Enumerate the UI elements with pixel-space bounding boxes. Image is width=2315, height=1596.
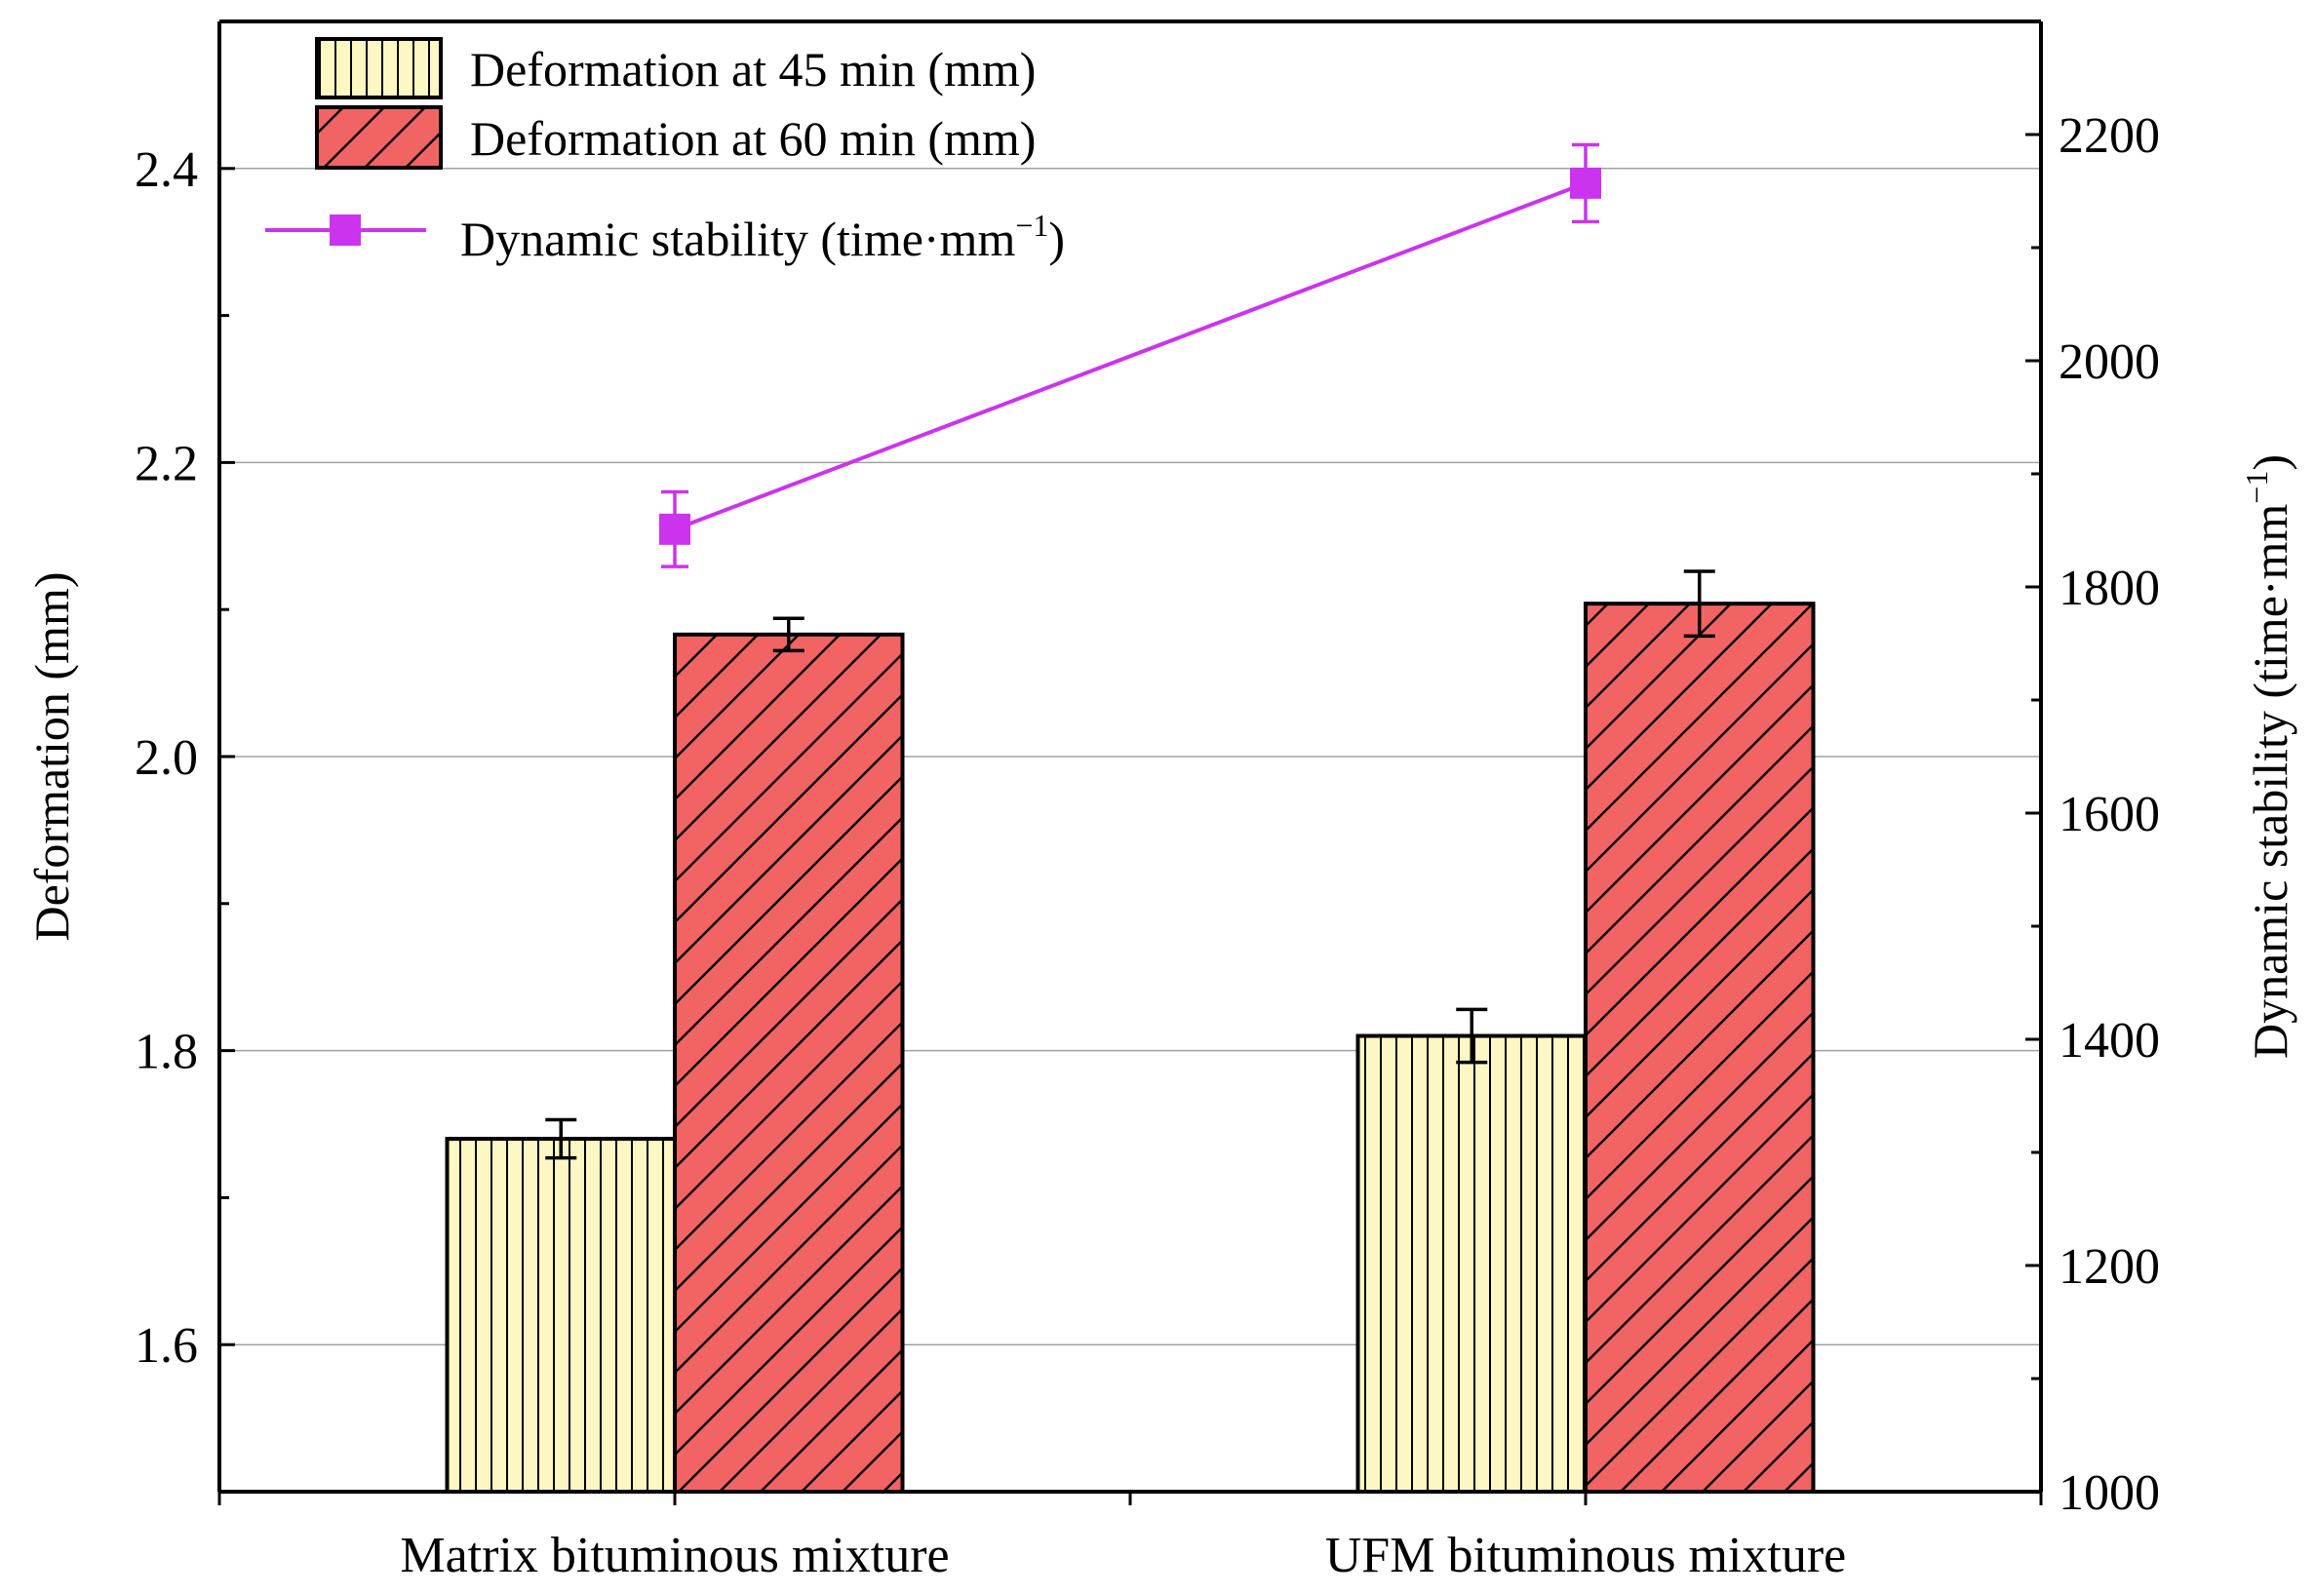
legend-label-dynamic-stability-sup: −1	[1015, 208, 1048, 243]
legend-label-dynamic-stability: Dynamic stability (time·mm−1)	[460, 208, 1065, 266]
bar-60min-ufm	[1584, 602, 1816, 1494]
right-tick-label: 1600	[2059, 787, 2160, 842]
left-tick-label: 2.2	[135, 436, 198, 491]
right-tick-label: 2000	[2059, 334, 2160, 390]
left-tick-label: 2.4	[135, 142, 198, 198]
bar-45min-ufm	[1355, 1033, 1588, 1495]
legend-swatch-60min	[315, 105, 443, 170]
bar-45min-matrix	[445, 1137, 677, 1494]
dynamic-stability-point	[1570, 167, 1601, 199]
legend-label-45min: Deformation at 45 min (mm)	[470, 42, 1036, 97]
legend: Deformation at 45 min (mm) Deformation a…	[265, 37, 1065, 266]
right-tick-label: 2200	[2059, 108, 2160, 164]
right-axis-title-main: Dynamic stability (time·mm	[2243, 504, 2297, 1059]
legend-label-dynamic-stability-suffix: )	[1048, 212, 1065, 266]
legend-label-60min: Deformation at 60 min (mm)	[470, 111, 1036, 166]
right-axis-ticks: 1000 1200 1400 1600 1800 2000 2200	[2025, 19, 2160, 1521]
category-labels: Matrix bituminous mixture UFM bituminous …	[400, 1528, 1846, 1583]
left-tick-label: 2.0	[135, 730, 198, 786]
bar-60min-matrix	[673, 632, 905, 1494]
left-tick-label: 1.8	[135, 1025, 198, 1080]
left-tick-label: 1.6	[135, 1318, 198, 1374]
legend-label-dynamic-stability-main: Dynamic stability (time·mm	[460, 212, 1015, 266]
right-axis-title-suffix: )	[2243, 454, 2297, 471]
error-bar-60min	[772, 616, 804, 653]
error-bar-45min	[1456, 1007, 1488, 1065]
right-tick-label: 1200	[2059, 1239, 2160, 1295]
bars	[445, 569, 1816, 1495]
x-axis-ticks	[217, 1492, 2043, 1505]
error-bar-45min	[545, 1117, 577, 1160]
legend-swatch-45min	[315, 37, 443, 99]
legend-marker-dynamic-stability	[330, 214, 361, 246]
left-axis-ticks: 1.6 1.8 2.0 2.2 2.4	[135, 19, 235, 1374]
category-label: Matrix bituminous mixture	[400, 1528, 949, 1583]
right-tick-label: 1800	[2059, 561, 2160, 616]
error-bar-60min	[1683, 569, 1715, 639]
category-label: UFM bituminous mixture	[1325, 1528, 1846, 1583]
right-tick-label: 1000	[2059, 1465, 2160, 1521]
dynamic-stability-series	[659, 142, 1601, 568]
right-tick-label: 1400	[2059, 1013, 2160, 1069]
dynamic-stability-line	[674, 181, 1587, 531]
left-axis-title: Deformation (mm)	[24, 571, 79, 941]
right-axis-title-sup: −1	[2239, 471, 2274, 504]
right-axis-title: Dynamic stability (time·mm−1)	[2239, 454, 2297, 1059]
dynamic-stability-point	[659, 513, 690, 545]
